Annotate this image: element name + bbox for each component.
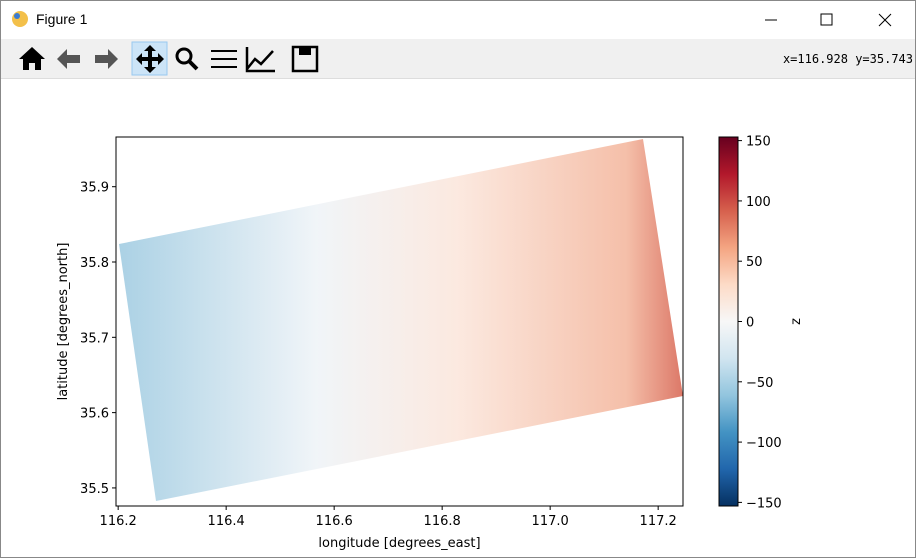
zoom-handle — [187, 59, 199, 71]
pan-icon — [136, 45, 164, 73]
colorbar-tick-label: −50 — [746, 376, 773, 391]
save-icon — [299, 47, 311, 55]
maximize-button[interactable] — [820, 13, 833, 26]
colorbar-tick-label: 100 — [746, 195, 771, 210]
forward-button[interactable] — [95, 49, 118, 69]
x-tick-label: 116.2 — [100, 514, 137, 529]
y-tick-label: 35.9 — [80, 181, 109, 196]
customize-button[interactable] — [245, 47, 275, 73]
y-tick-label: 35.6 — [80, 407, 109, 422]
x-tick-label: 117.0 — [532, 514, 569, 529]
window-title: Figure 1 — [36, 11, 88, 27]
colorbar-tick-label: 0 — [746, 316, 754, 331]
title-bar-icons — [12, 11, 892, 27]
x-tick-label: 116.8 — [424, 514, 461, 529]
colorbar-tick-label: −100 — [746, 436, 782, 451]
x-tick-label: 117.2 — [640, 514, 677, 529]
toolbar-buttons — [19, 41, 319, 76]
colorbar-label: z — [789, 318, 804, 325]
close-button[interactable] — [878, 13, 892, 27]
axes-frame — [115, 136, 684, 507]
y-tick-label: 35.7 — [80, 331, 109, 346]
title-bar: Figure 1 — [1, 1, 915, 39]
colorbar-tick-label: −150 — [746, 496, 782, 511]
colorbar-tick-label: 50 — [746, 255, 763, 270]
back-button[interactable] — [57, 49, 80, 69]
x-tick-label: 116.4 — [208, 514, 245, 529]
colorbar — [718, 136, 739, 507]
raster-image — [119, 139, 683, 501]
colorbar-tick-label: 150 — [746, 135, 771, 150]
home-button[interactable] — [19, 47, 45, 70]
y-tick-label: 35.8 — [80, 256, 109, 271]
cursor-coordinates: x=116.928 y=35.743 — [782, 52, 913, 66]
zoom-button[interactable] — [175, 47, 193, 65]
app-icon-dot — [14, 13, 20, 19]
subplots-button[interactable] — [211, 50, 237, 68]
y-axis-label: latitude [degrees_north] — [56, 243, 71, 401]
app-icon — [12, 11, 28, 27]
x-tick-label: 116.6 — [316, 514, 353, 529]
toolbar: x=116.928 y=35.743 — [1, 39, 915, 79]
chart: 116.2 116.4 116.6 116.8 117.0 117.2 35.5 35.6 35… — [56, 135, 804, 551]
x-axis-label: longitude [degrees_east] — [318, 536, 480, 551]
y-tick-label: 35.5 — [80, 482, 109, 497]
